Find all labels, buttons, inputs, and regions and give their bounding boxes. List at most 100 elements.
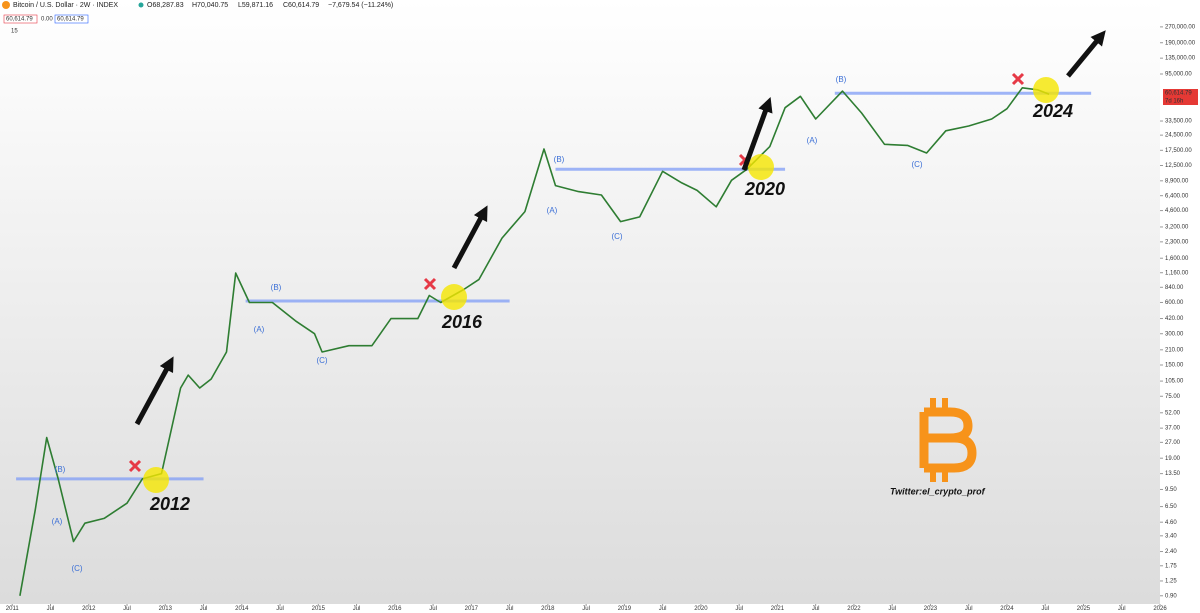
y-tick-label: 0.90 bbox=[1165, 593, 1177, 599]
x-tick-label: Jul bbox=[888, 606, 896, 612]
y-tick-label: 33,500.00 bbox=[1165, 119, 1192, 125]
annotation: (B) bbox=[836, 75, 847, 84]
arrow bbox=[741, 96, 773, 171]
annotation: 2020 bbox=[744, 179, 785, 199]
decorations bbox=[128, 30, 1106, 493]
annotation: 2012 bbox=[149, 494, 190, 514]
y-tick-label: 13.50 bbox=[1165, 471, 1181, 477]
bitcoin-logo bbox=[919, 398, 977, 482]
annotation: 2016 bbox=[441, 312, 483, 332]
x-tick-label: 2021 bbox=[771, 606, 785, 612]
y-tick-label: 95,000.00 bbox=[1165, 72, 1192, 78]
time-axis bbox=[0, 604, 1200, 613]
x-tick-label: 2019 bbox=[618, 606, 632, 612]
x-tick-label: 2022 bbox=[847, 606, 861, 612]
highlight bbox=[748, 154, 774, 180]
x-tick-label: Jul bbox=[506, 606, 514, 612]
high: H70,040.75 bbox=[192, 2, 228, 9]
y-tick-label: 1.25 bbox=[1165, 579, 1177, 585]
x-tick-label: 2018 bbox=[541, 606, 555, 612]
y-tick-label: 52.00 bbox=[1165, 410, 1181, 416]
y-tick-label: 105.00 bbox=[1165, 379, 1184, 385]
x-tick-label: Jul bbox=[47, 606, 55, 612]
highlight bbox=[441, 284, 467, 310]
highlight bbox=[143, 467, 169, 493]
annotation: (C) bbox=[611, 232, 622, 241]
x-mark bbox=[1011, 72, 1025, 86]
y-tick-label: 24,500.00 bbox=[1165, 133, 1192, 139]
x-tick-label: 2013 bbox=[159, 606, 173, 612]
y-tick-label: 1,160.00 bbox=[1165, 270, 1189, 276]
y-tick-label: 3.40 bbox=[1165, 533, 1177, 539]
y-tick-label: 190,000.00 bbox=[1165, 40, 1196, 46]
x-tick-label: 2026 bbox=[1153, 606, 1167, 612]
box bbox=[54, 14, 89, 24]
y-tick-label: 27.00 bbox=[1165, 440, 1181, 446]
x-mark bbox=[128, 459, 142, 473]
y-tick-label: 420.00 bbox=[1165, 316, 1184, 322]
annotation: (C) bbox=[71, 564, 82, 573]
y-tick-label: 210.00 bbox=[1165, 347, 1184, 353]
y-tick-label: 37.00 bbox=[1165, 426, 1181, 432]
annotation: (B) bbox=[55, 465, 66, 474]
y-tick-label: 4,600.00 bbox=[1165, 208, 1189, 214]
x-tick-label: Jul bbox=[200, 606, 208, 612]
header: Bitcoin / U.S. Dollar · 2W · INDEX O68,2… bbox=[2, 1, 1198, 105]
symbol-icon bbox=[2, 1, 10, 9]
x-tick-label: Jul bbox=[965, 606, 973, 612]
indicator-count: 15 bbox=[11, 29, 18, 35]
annotation: (B) bbox=[271, 283, 282, 292]
annotation: (B) bbox=[554, 155, 565, 164]
y-tick-label: 19.00 bbox=[1165, 456, 1181, 462]
y-tick-label: 9.50 bbox=[1165, 487, 1177, 493]
y-tick-label: 150.00 bbox=[1165, 363, 1184, 369]
plot-background bbox=[0, 0, 1160, 604]
highlights bbox=[143, 77, 1059, 493]
symbol: Bitcoin / U.S. Dollar · 2W · INDEX bbox=[13, 2, 118, 9]
price-tag bbox=[1163, 89, 1198, 105]
annotation: (A) bbox=[547, 206, 558, 215]
highlight bbox=[1033, 77, 1059, 103]
x-tick-label: Jul bbox=[659, 606, 667, 612]
arrow bbox=[451, 205, 488, 270]
x-tick-label: Jul bbox=[123, 606, 131, 612]
x-tick-label: Jul bbox=[429, 606, 437, 612]
x-tick-label: 2017 bbox=[465, 606, 479, 612]
x-tick-label: Jul bbox=[1041, 606, 1049, 612]
box-value: 0.00 bbox=[41, 17, 53, 23]
low: L59,871.16 bbox=[238, 2, 273, 9]
x-tick-label: Jul bbox=[735, 606, 743, 612]
y-tick-label: 17,500.00 bbox=[1165, 148, 1192, 154]
price-line bbox=[19, 87, 1050, 596]
close: C60,614.79 bbox=[283, 2, 319, 9]
x-tick-label: Jul bbox=[353, 606, 361, 612]
box-value: 60,614.79 bbox=[57, 17, 84, 23]
annotation: (A) bbox=[254, 325, 265, 334]
watermark: Twitter:el_crypto_prof bbox=[890, 486, 986, 496]
annotation: 2024 bbox=[1032, 101, 1073, 121]
arrow bbox=[134, 356, 174, 426]
annotation: (A) bbox=[52, 517, 63, 526]
x-tick-label: 2011 bbox=[6, 606, 20, 612]
open: O68,287.83 bbox=[147, 2, 184, 9]
annotation: (C) bbox=[316, 356, 327, 365]
arrows bbox=[134, 30, 1106, 426]
y-tick-label: 2.40 bbox=[1165, 549, 1177, 555]
x-tick-label: 2020 bbox=[694, 606, 708, 612]
annotation: (A) bbox=[807, 136, 818, 145]
y-tick-label: 270,000.00 bbox=[1165, 24, 1196, 30]
x-tick-label: 2016 bbox=[388, 606, 402, 612]
x-tick-label: 2012 bbox=[82, 606, 96, 612]
logo-bars bbox=[930, 398, 948, 482]
box bbox=[3, 14, 38, 24]
x-tick-label: Jul bbox=[582, 606, 590, 612]
y-tick-label: 2,300.00 bbox=[1165, 239, 1189, 245]
y-tick-label: 12,500.00 bbox=[1165, 163, 1192, 169]
y-tick-label: 600.00 bbox=[1165, 300, 1184, 306]
y-tick-label: 1.75 bbox=[1165, 563, 1177, 569]
x-tick-label: 2023 bbox=[924, 606, 938, 612]
y-tick-label: 3,200.00 bbox=[1165, 225, 1189, 231]
y-tick-label: 75.00 bbox=[1165, 394, 1181, 400]
y-tick-label: 135,000.00 bbox=[1165, 56, 1196, 62]
